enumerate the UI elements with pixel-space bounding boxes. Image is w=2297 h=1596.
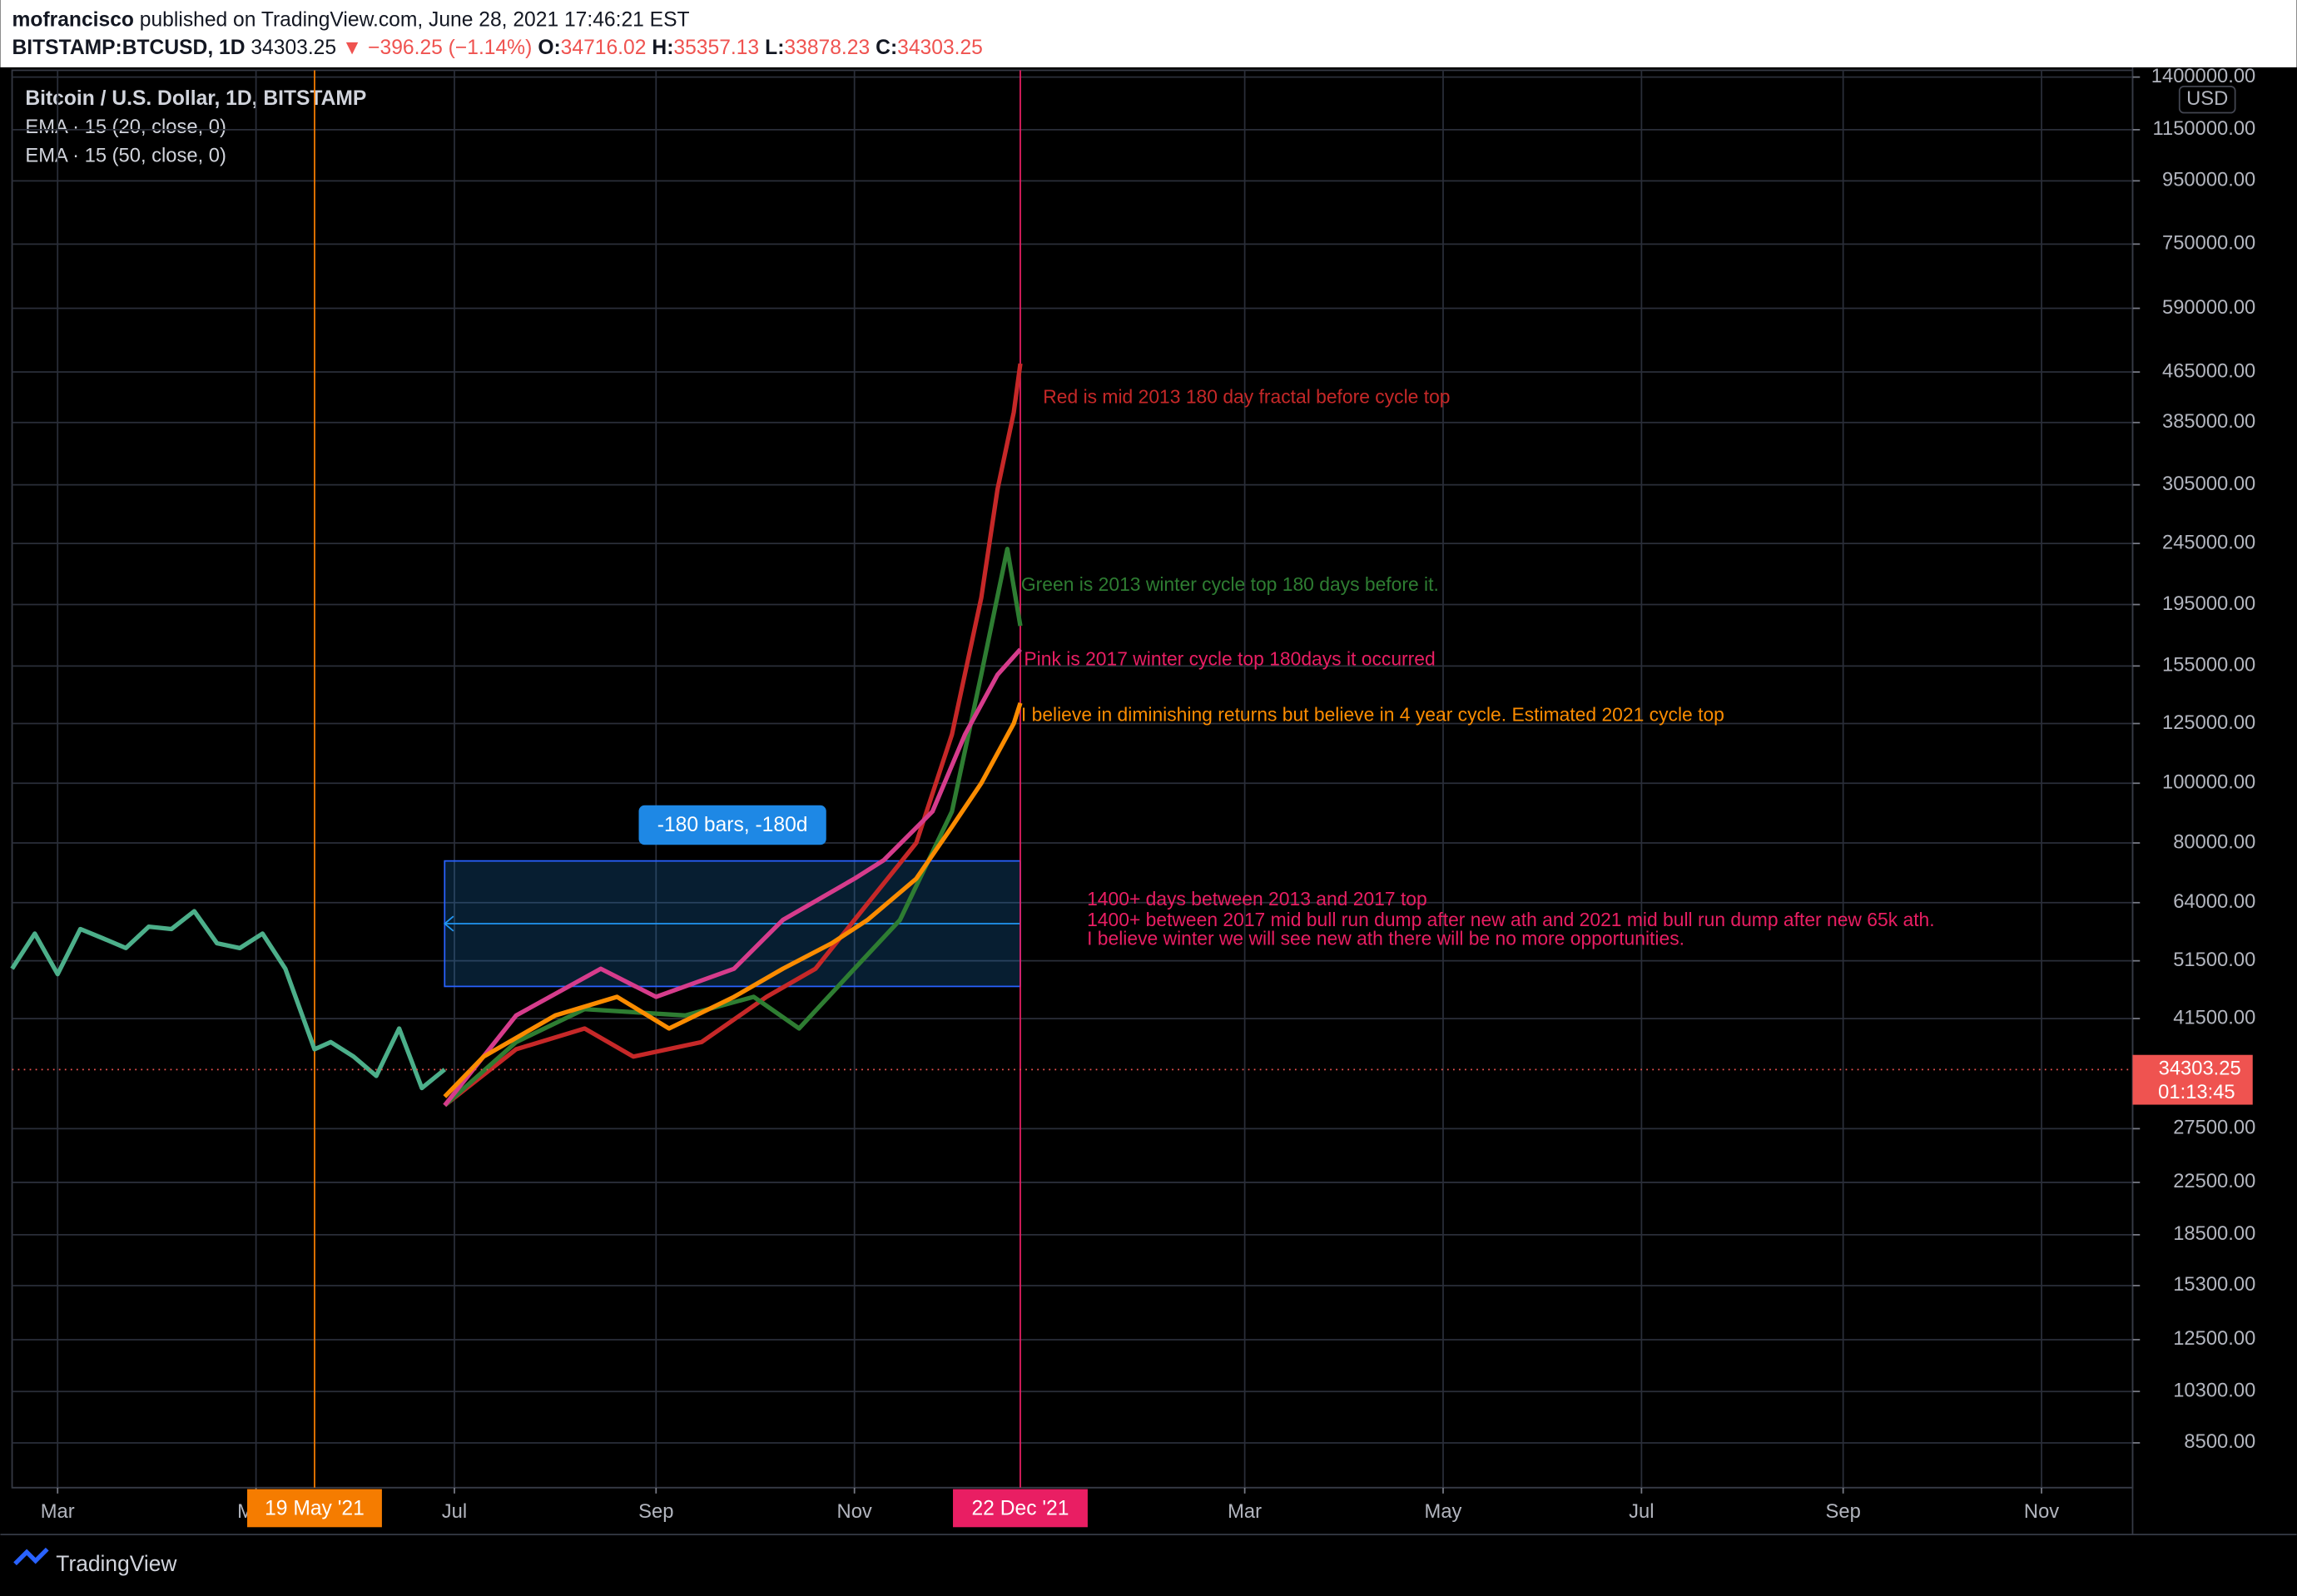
- marker-label-box: [953, 1489, 1088, 1528]
- ohlc-value: 35357.13: [673, 37, 759, 59]
- ohlc-value: 34303.25: [897, 37, 983, 59]
- ohlc-value: 33878.23: [784, 37, 870, 59]
- currency-box: [2178, 85, 2236, 114]
- price-line: [443, 363, 1023, 1108]
- legend-text: Bitcoin / U.S. Dollar, 1D, BITSTAMP: [25, 87, 366, 110]
- x-tick-label: Nov: [2024, 1500, 2059, 1523]
- annotation: I believe in diminishing returns but bel…: [1021, 704, 1724, 726]
- y-tick-label: 125000.00: [2162, 711, 2255, 734]
- annotation: 1400+ between 2017 mid bull run dump aft…: [1087, 909, 1935, 930]
- x-tick-label: Mar: [1228, 1500, 1262, 1523]
- ohlc-value: 34716.02: [561, 37, 647, 59]
- x-tick-label: Mar: [41, 1500, 75, 1523]
- y-tick-label: 465000.00: [2162, 359, 2255, 382]
- last-price-tag: [2132, 1054, 2253, 1105]
- y-tick-label: 950000.00: [2162, 169, 2255, 191]
- y-tick-label: 80000.00: [2173, 830, 2255, 853]
- countdown: 01:13:45: [2158, 1081, 2235, 1103]
- y-tick-label: 12500.00: [2173, 1327, 2255, 1350]
- y-tick-label: 10300.00: [2173, 1379, 2255, 1401]
- x-tick-label: Jul: [1629, 1500, 1654, 1523]
- marker-label: 22 Dec '21: [971, 1498, 1069, 1520]
- symbol-line: BITSTAMP:BTCUSD, 1D 34303.25 ▼ −396.25 (…: [12, 37, 983, 59]
- y-tick-label: 64000.00: [2173, 890, 2255, 913]
- ohlc-label: C:: [876, 37, 897, 59]
- brand: TradingView: [56, 1551, 177, 1576]
- x-tick-label: Nov: [837, 1500, 872, 1523]
- annotation: Red is mid 2013 180 day fractal before c…: [1043, 386, 1450, 408]
- marker-label-box: [247, 1489, 382, 1528]
- x-tick-label: Sep: [638, 1500, 673, 1523]
- y-tick-label: 15300.00: [2173, 1273, 2255, 1296]
- published: published on TradingView.com, June 28, 2…: [140, 8, 690, 31]
- y-tick-label: 18500.00: [2173, 1222, 2255, 1245]
- annotation: 1400+ days between 2013 and 2017 top: [1087, 888, 1427, 910]
- chart-bg: [0, 67, 2297, 1596]
- x-tick-label: Jul: [442, 1500, 467, 1523]
- header-line: mofrancisco published on TradingView.com…: [12, 8, 690, 31]
- annotation: Pink is 2017 winter cycle top 180days it…: [1024, 648, 1435, 670]
- ohlc-label: H:: [652, 37, 673, 59]
- change: ▼ −396.25 (−1.14%): [342, 37, 532, 59]
- plot-layer: Bitcoin / U.S. Dollar, 1D, BITSTAMP EMA ·…: [10, 65, 2256, 1528]
- y-tick-label: 100000.00: [2162, 771, 2255, 794]
- y-tick-label: 8500.00: [2184, 1430, 2255, 1453]
- y-tick-label: 51500.00: [2173, 949, 2255, 971]
- price-line: [443, 701, 1023, 1098]
- y-tick-label: 195000.00: [2162, 592, 2255, 615]
- y-tick-label: 590000.00: [2162, 296, 2255, 319]
- author: mofrancisco: [12, 8, 134, 31]
- y-tick-label: 155000.00: [2162, 654, 2255, 677]
- y-tick-label: 27500.00: [2173, 1117, 2255, 1139]
- range-label-box: [638, 805, 826, 845]
- y-tick-label: 41500.00: [2173, 1006, 2255, 1028]
- last-price: 34303.25: [251, 37, 336, 59]
- ohlc-label: L:: [765, 37, 784, 59]
- annotation: Green is 2013 winter cycle top 180 days …: [1021, 573, 1439, 595]
- y-tick-label: 305000.00: [2162, 473, 2255, 495]
- y-tick-label: 245000.00: [2162, 531, 2255, 553]
- x-tick-label: Sep: [1826, 1500, 1861, 1523]
- symbol: BITSTAMP:BTCUSD, 1D: [12, 37, 246, 59]
- marker-label: 19 May '21: [265, 1498, 365, 1520]
- y-tick-label: 385000.00: [2162, 410, 2255, 433]
- y-tick-label: 750000.00: [2162, 232, 2255, 255]
- y-tick-label: 1400000.00: [2151, 65, 2255, 87]
- ohlc-label: O:: [538, 37, 560, 59]
- last-price-label: 34303.25: [2159, 1058, 2241, 1080]
- annotation: I believe winter we will see new ath the…: [1087, 928, 1684, 949]
- x-tick-label: May: [1425, 1500, 1462, 1523]
- range-arrow-head: [443, 915, 454, 932]
- currency: USD: [2186, 87, 2228, 110]
- y-tick-label: 1150000.00: [2153, 117, 2256, 140]
- price-line: [443, 647, 1022, 1107]
- price-line: [443, 547, 1023, 1108]
- brand-logo: [13, 1547, 49, 1566]
- price-line: [10, 909, 446, 1091]
- legend-text: EMA · 15 (50, close, 0): [25, 145, 226, 167]
- legend-text: EMA · 15 (20, close, 0): [25, 116, 226, 138]
- range-label: -180 bars, -180d: [657, 814, 808, 836]
- y-tick-label: 22500.00: [2173, 1170, 2255, 1192]
- header-bg: [0, 0, 2297, 67]
